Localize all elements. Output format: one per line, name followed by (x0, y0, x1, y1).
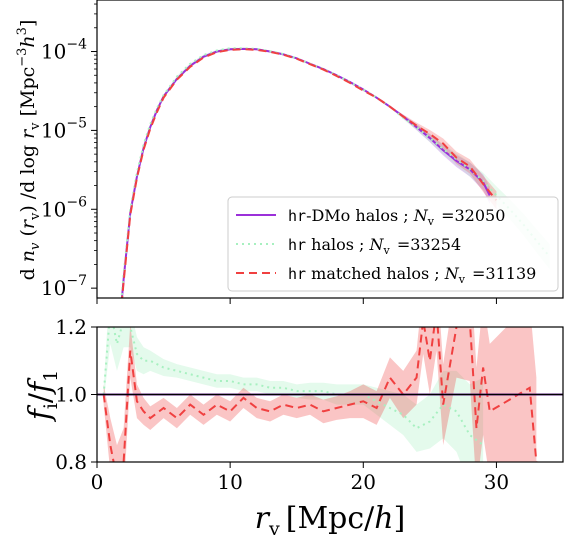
bottom-ytick-label-2: 1.2 (55, 315, 87, 339)
legend: hr-DMo halos ; Nv =32050 hr halos ; Nv =3… (227, 196, 559, 292)
bottom-panel: 0.8 1.0 1.2 0 10 20 30 fi/f1 rv [Mpc/h] (23, 315, 564, 540)
legend-label-1: hr halos ; Nv =33254 (288, 235, 461, 257)
bottom-ytick-label-1: 1.0 (55, 383, 87, 407)
top-y-axis-label: d nv (rv) /d log rv [Mpc−3h3] (15, 20, 43, 281)
top-ytick-label-0: 10−4 (41, 37, 87, 64)
bottom-y-ticks: 0.8 1.0 1.2 (55, 315, 97, 474)
bottom-series-line-1 (102, 327, 538, 462)
top-ytick-label-1: 10−5 (41, 115, 87, 142)
top-y-ticks: 10−4 10−5 10−6 10−7 (41, 3, 97, 300)
bottom-ytick-label-0: 0.8 (55, 450, 87, 474)
bottom-x-ticks: 0 10 20 30 (91, 462, 509, 494)
bottom-xtick-label-3: 30 (484, 470, 509, 494)
top-series-line-2 (121, 48, 498, 298)
bottom-xtick-label-2: 20 (351, 470, 376, 494)
legend-box (227, 196, 559, 292)
top-series-lines (120, 47, 551, 298)
top-x-ticks (96, 298, 497, 304)
top-plot-frame (96, 0, 564, 299)
bottom-xtick-label-0: 0 (91, 470, 104, 494)
top-ytick-label-3: 10−7 (41, 273, 87, 300)
bottom-y-axis-label: fi/f1 (23, 370, 62, 423)
bottom-band-1 (103, 327, 537, 462)
top-ytick-label-2: 10−6 (41, 194, 87, 221)
legend-label-0: hr-DMo halos ; Nv =32050 (288, 206, 505, 228)
top-panel: 10−4 10−5 10−6 10−7 d nv (rv) /d log rv [Mp… (15, 0, 564, 304)
legend-label-2: hr matched halos ; Nv =31139 (288, 264, 536, 286)
bottom-xtick-label-1: 10 (217, 470, 242, 494)
bottom-x-axis-label: rv [Mpc/h] (255, 501, 406, 540)
